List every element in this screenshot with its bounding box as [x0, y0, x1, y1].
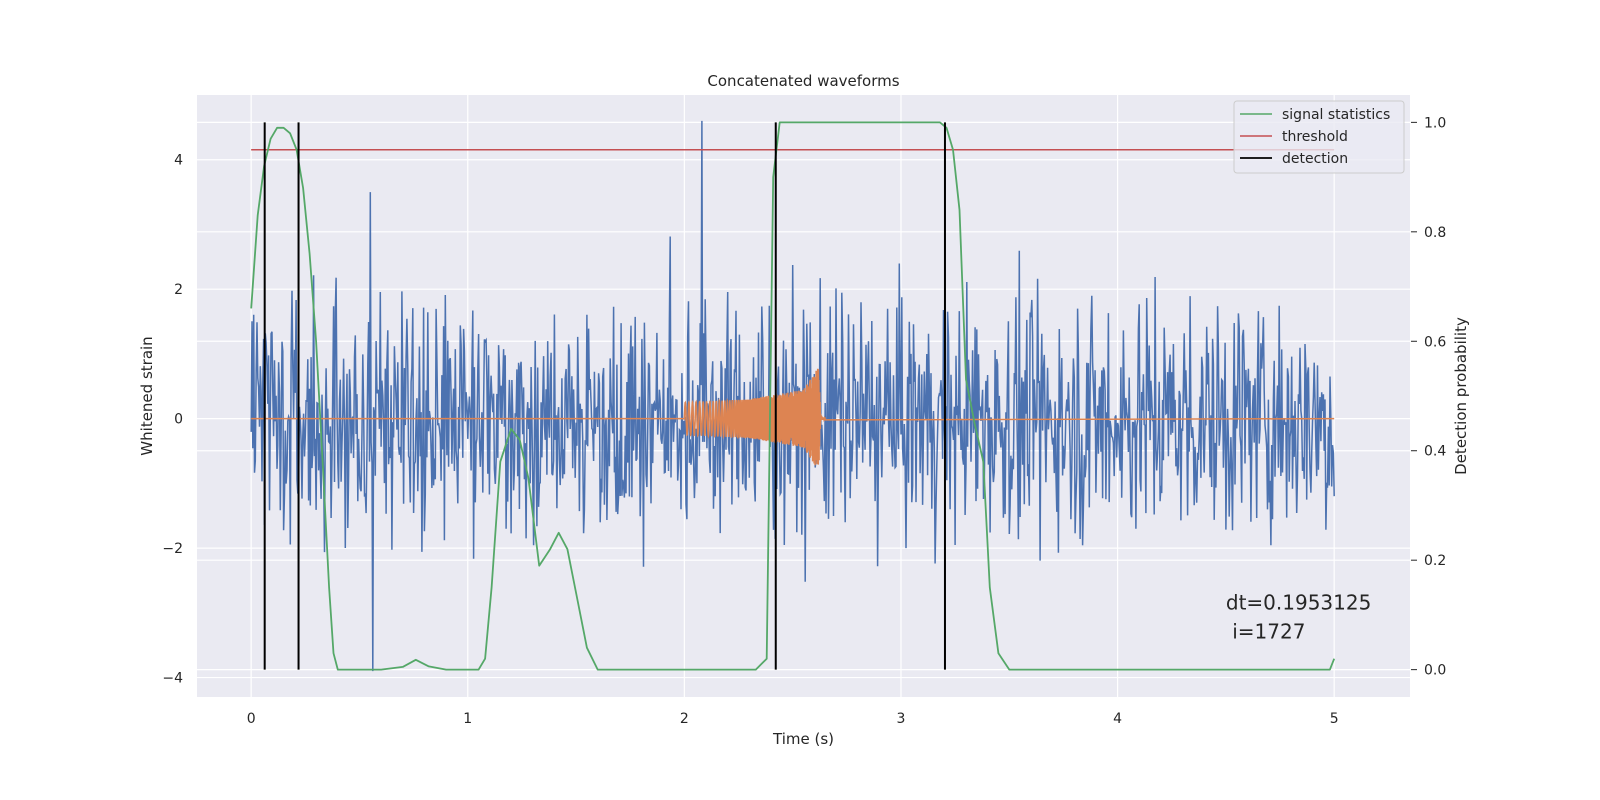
y-right-tick-label: 0.8: [1424, 225, 1446, 241]
x-tick-label: 4: [1113, 711, 1122, 727]
y-tick-label: −2: [162, 541, 183, 557]
chart-title: Concatenated waveforms: [707, 72, 899, 90]
y-right-tick-label: 0.4: [1424, 444, 1446, 460]
x-tick-label: 2: [680, 711, 689, 727]
x-tick-label: 0: [247, 711, 256, 727]
y-right-tick-label: 1.0: [1424, 115, 1446, 131]
series-layer: [250, 120, 1336, 672]
y-right-tick-label: 0.6: [1424, 334, 1446, 350]
legend-label-detection: detection: [1282, 151, 1348, 167]
signal-statistics-line: [250, 121, 1336, 671]
whitened-strain-line: [250, 120, 1335, 672]
x-axis-label: Time (s): [772, 730, 834, 748]
x-tick-label: 5: [1330, 711, 1339, 727]
y-axis-ticks: −4 −2 0 2 4: [162, 153, 183, 687]
x-axis-ticks: 0 1 2 3 4 5: [247, 711, 1339, 727]
legend-label-signal-statistics: signal statistics: [1282, 107, 1390, 123]
y-right-axis-ticks: 0.0 0.2 0.4 0.6 0.8 1.0: [1411, 115, 1446, 679]
legend-box: [1233, 100, 1405, 174]
y-right-tick-label: 0.2: [1424, 553, 1446, 569]
annotation-dt: dt=0.1953125: [1226, 591, 1371, 615]
grid-lines: [197, 95, 1410, 697]
y-tick-label: −4: [162, 671, 183, 687]
annotation-index: i=1727: [1226, 620, 1306, 644]
y-tick-label: 2: [174, 282, 183, 298]
y-right-axis-label: Detection probability: [1452, 317, 1470, 475]
waveform-line: [251, 368, 1335, 466]
y-tick-label: 0: [174, 412, 183, 428]
x-tick-label: 1: [463, 711, 472, 727]
legend: signal statistics threshold detection: [1233, 100, 1405, 174]
y-axis-label: Whitened strain: [138, 336, 156, 455]
y-right-tick-label: 0.0: [1424, 663, 1446, 679]
legend-label-threshold: threshold: [1282, 129, 1348, 145]
y-tick-label: 4: [174, 153, 183, 169]
x-tick-label: 3: [897, 711, 906, 727]
series-clip-group: [250, 120, 1336, 672]
